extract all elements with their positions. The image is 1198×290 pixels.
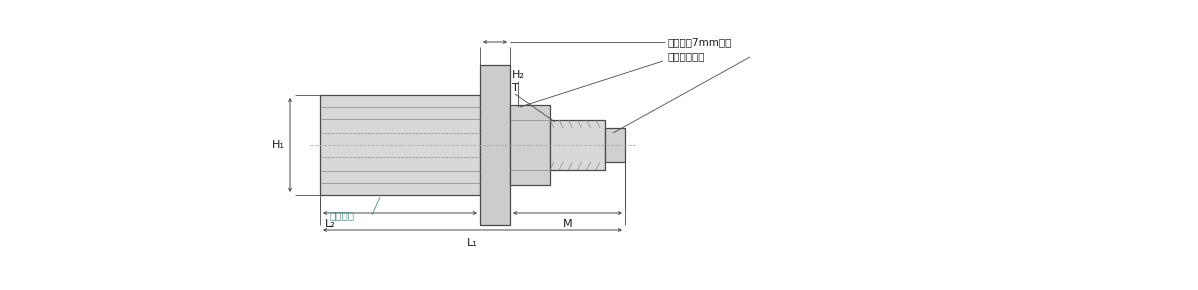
Text: M: M	[563, 219, 573, 229]
Bar	[510, 105, 550, 185]
Bar	[480, 65, 510, 225]
Bar	[550, 120, 605, 170]
Bar	[605, 128, 625, 162]
Text: 適用チューブ: 適用チューブ	[668, 51, 706, 61]
Text: 接続ねじ: 接続ねじ	[329, 210, 355, 220]
Text: L₂: L₂	[325, 219, 335, 229]
Text: 取付板厚7mm以下: 取付板厚7mm以下	[668, 37, 732, 47]
Text: L₁: L₁	[467, 238, 478, 248]
Text: T: T	[512, 83, 519, 93]
Text: H₁: H₁	[272, 140, 285, 150]
Text: H₂: H₂	[512, 70, 525, 80]
Bar	[320, 95, 480, 195]
